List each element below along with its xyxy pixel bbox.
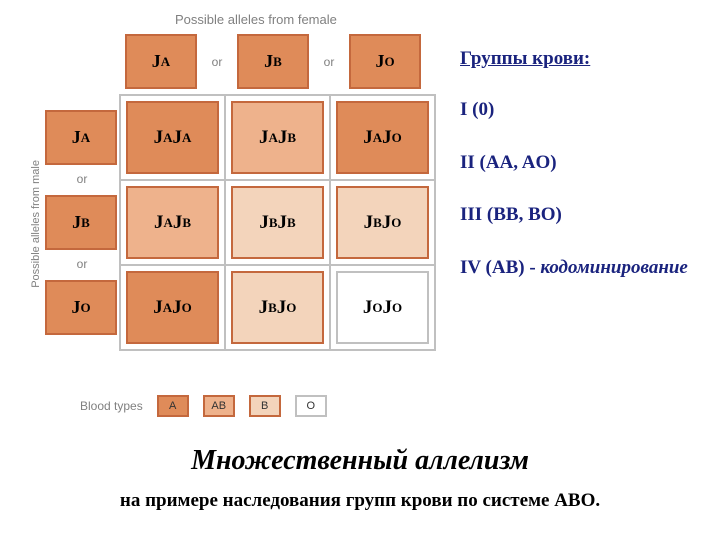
caption: на примере наследования групп крови по с…: [0, 490, 720, 512]
grid-cell: JBJB: [225, 180, 330, 265]
male-allele-cell: JB: [45, 195, 117, 250]
legend-swatch: A: [157, 395, 189, 417]
legend-swatches: A AB BO: [157, 395, 327, 417]
groups-title: Группы крови:: [460, 48, 688, 71]
grid-cell: JAJB: [225, 95, 330, 180]
grid-cell: JBJO: [330, 180, 435, 265]
group-item-last: IV (AB) - кодоминирование: [460, 257, 688, 280]
female-header-row: JA or JB or JO: [125, 34, 421, 89]
group-item: III (BB, BO): [460, 204, 688, 227]
group-item: II (AA, AO): [460, 152, 688, 175]
female-allele-cell: JO: [349, 34, 421, 89]
female-allele-cell: JA: [125, 34, 197, 89]
or-label: or: [315, 55, 343, 69]
legend-swatch: AB: [203, 395, 235, 417]
blood-groups-list: Группы крови: I (0) II (AA, AO) III (BB, B…: [460, 48, 688, 310]
headline: Множественный аллелизм: [0, 445, 720, 477]
grid-cell: JAJO: [120, 265, 225, 350]
top-axis-label: Possible alleles from female: [175, 12, 337, 27]
left-axis-label: Possible alleles from male: [30, 160, 42, 288]
or-label: or: [203, 55, 231, 69]
grid-cell: JAJA: [120, 95, 225, 180]
blood-type-legend: Blood types A AB BO: [80, 395, 327, 417]
legend-label: Blood types: [80, 399, 143, 413]
female-allele-cell: JB: [237, 34, 309, 89]
punnett-grid: JAJAJAJBJAJOJAJBJBJBJBJOJAJOJBJOJOJO: [119, 94, 436, 351]
male-allele-cell: JO: [45, 280, 117, 335]
grid-cell: JBJO: [225, 265, 330, 350]
group-item: I (0): [460, 99, 688, 122]
grid-cell: JAJO: [330, 95, 435, 180]
male-allele-cell: JA: [45, 110, 117, 165]
legend-swatch: O: [295, 395, 327, 417]
or-label: or: [45, 168, 119, 190]
grid-cell: JOJO: [330, 265, 435, 350]
or-label: or: [45, 253, 119, 275]
grid-cell: JAJB: [120, 180, 225, 265]
diagram-canvas: Possible alleles from female Possible al…: [0, 0, 720, 540]
legend-swatch: B: [249, 395, 281, 417]
